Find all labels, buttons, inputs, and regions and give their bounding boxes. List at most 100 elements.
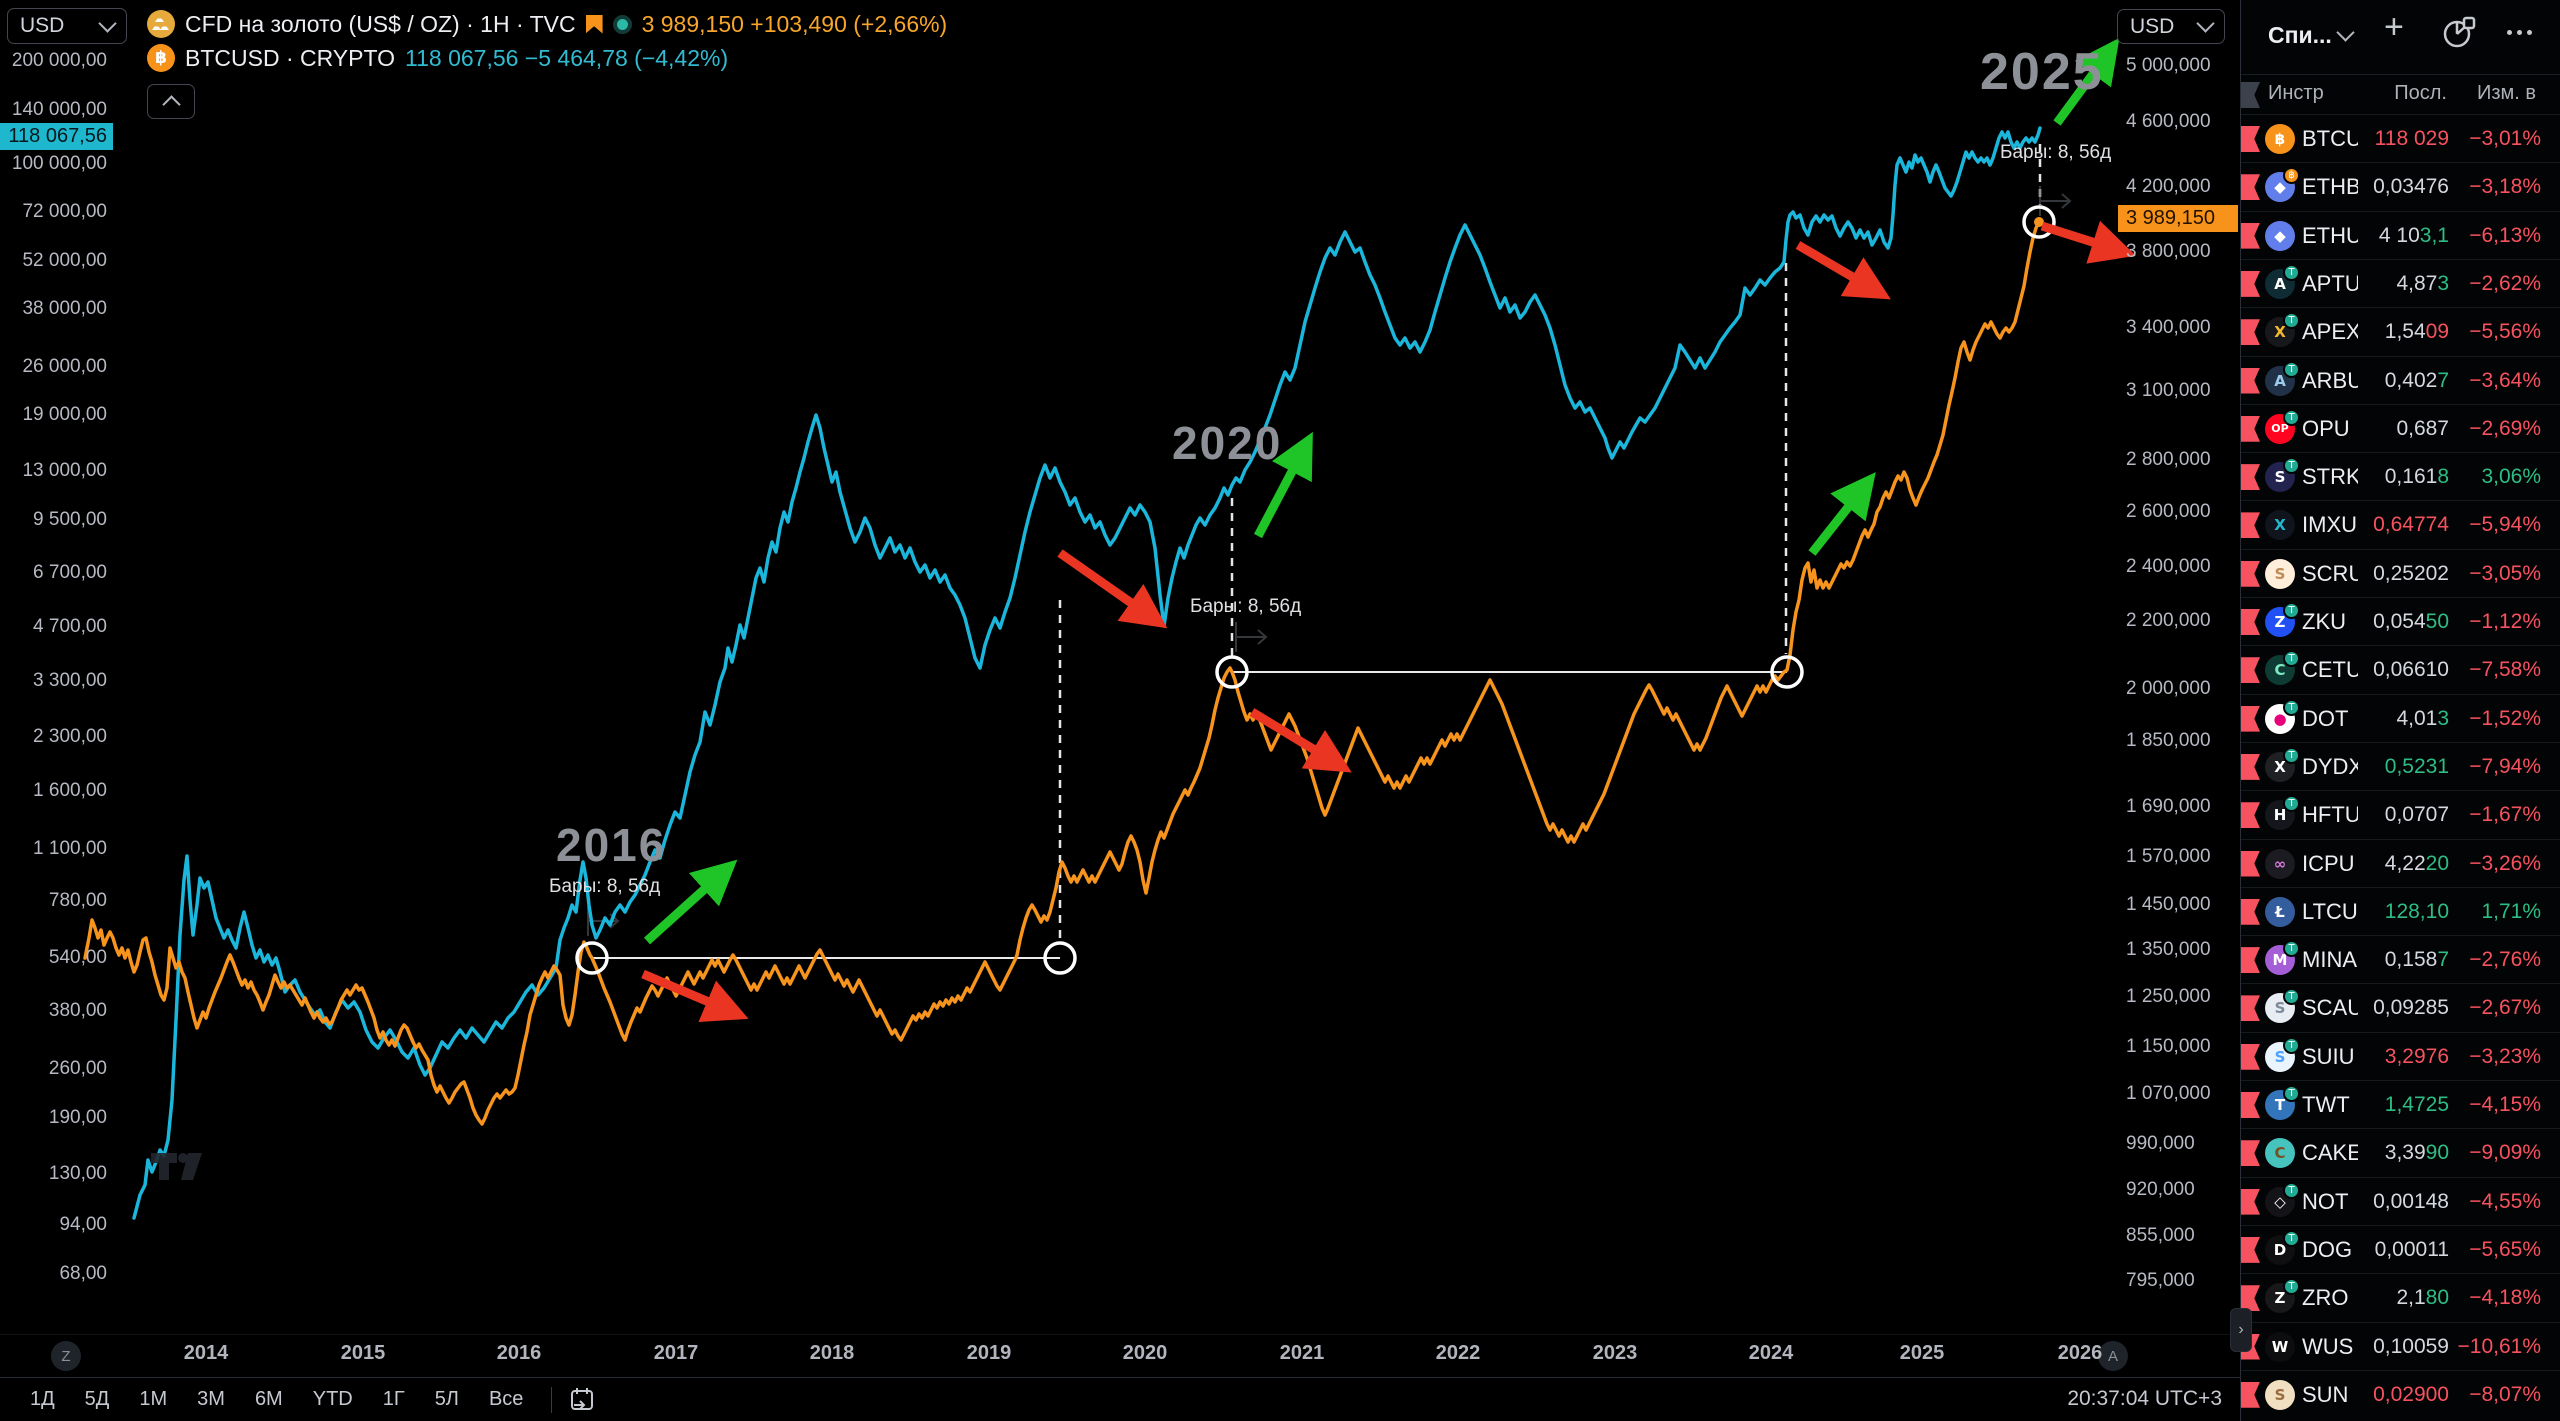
- symbol-name[interactable]: ETHB: [2302, 174, 2358, 200]
- price-axis-gold[interactable]: 5 000,000 4 600,000 4 200,000 3 989,150 3 80…: [2118, 0, 2238, 1334]
- watchlist-row[interactable]: ∞ ICPU 4,2220 −3,26%: [2241, 838, 2560, 888]
- symbol-name[interactable]: IMXU: [2302, 512, 2357, 538]
- watchlist-row[interactable]: D T DOG 0,00011 −5,65%: [2241, 1224, 2560, 1274]
- alert-flag-icon[interactable]: [2241, 415, 2260, 442]
- flag-column-icon[interactable]: [2241, 82, 2260, 108]
- measure-circle-marker[interactable]: [1043, 941, 1077, 975]
- auto-scale-badge[interactable]: A: [2098, 1341, 2128, 1371]
- symbol-name[interactable]: SUIU: [2302, 1043, 2355, 1069]
- alert-flag-icon[interactable]: [2241, 1236, 2260, 1263]
- measure-circle-marker[interactable]: [2022, 205, 2056, 239]
- alert-flag-icon[interactable]: [2241, 898, 2260, 925]
- watchlist-row[interactable]: W WUS 0,10059 −10,61%: [2241, 1321, 2560, 1371]
- alert-flag-icon[interactable]: [2241, 174, 2260, 201]
- symbol-name[interactable]: DOT: [2302, 705, 2349, 731]
- alert-flag-icon[interactable]: [2241, 464, 2260, 491]
- measure-circle-marker[interactable]: [1770, 655, 1804, 689]
- alert-flag-icon[interactable]: [2241, 657, 2260, 684]
- series-btcusd[interactable]: [132, 126, 2042, 1220]
- watchlist-row[interactable]: ◆ ETHU 4 103,1 −6,13%: [2241, 210, 2560, 260]
- watchlist-row[interactable]: X T APEX 1,5409 −5,56%: [2241, 307, 2560, 356]
- symbol-name[interactable]: OPU: [2302, 415, 2350, 441]
- symbol1-title[interactable]: CFD на золото (US$ / OZ) · 1H · TVC: [185, 10, 576, 37]
- watchlist-row[interactable]: Ł LTCU 128,10 1,71%: [2241, 886, 2560, 936]
- price-axis-btc[interactable]: 200 000,00 140 000,00 118 067,56 100 000,00…: [0, 0, 113, 1334]
- range-button-1д[interactable]: 1Д: [30, 1388, 55, 1410]
- panel-collapse-handle[interactable]: ›: [2230, 1308, 2252, 1352]
- watchlist-row[interactable]: ฿ BTCU 118 029 −3,01%: [2241, 114, 2560, 163]
- range-button-ytd[interactable]: YTD: [312, 1388, 353, 1410]
- range-button-6м[interactable]: 6М: [254, 1388, 283, 1410]
- watchlist-row[interactable]: S T STRK 0,1618 3,06%: [2241, 452, 2560, 501]
- alert-flag-icon[interactable]: [2241, 850, 2260, 877]
- watchlist-row[interactable]: C T CETU 0,06610 −7,58%: [2241, 645, 2560, 694]
- flag-icon[interactable]: [585, 14, 603, 34]
- watchlist-row[interactable]: Z T ZKU 0,05450 −1,12%: [2241, 597, 2560, 646]
- symbol-name[interactable]: DYDX: [2302, 753, 2358, 779]
- alert-flag-icon[interactable]: [2241, 270, 2260, 297]
- watchlist-row[interactable]: A T APTU 4,873 −2,62%: [2241, 258, 2560, 308]
- measure-circle-marker[interactable]: [575, 941, 609, 975]
- range-button-1м[interactable]: 1М: [139, 1388, 168, 1410]
- red-down-arrow[interactable]: [2040, 220, 2137, 264]
- watchlist-row[interactable]: X T DYDX 0,5231 −7,94%: [2241, 741, 2560, 791]
- clock[interactable]: 20:37:04 UTC+3: [2067, 1387, 2222, 1410]
- symbol-name[interactable]: ZRO: [2302, 1285, 2349, 1311]
- symbol-name[interactable]: STRK: [2302, 464, 2358, 490]
- alert-flag-icon[interactable]: [2241, 512, 2260, 539]
- symbol-name[interactable]: CAKE: [2302, 1140, 2358, 1166]
- symbol-name[interactable]: APTU: [2302, 270, 2358, 296]
- watchlist-row[interactable]: S T SCAU 0,09285 −2,67%: [2241, 983, 2560, 1032]
- red-down-arrow[interactable]: [641, 969, 749, 1023]
- alert-flag-icon[interactable]: [2241, 1381, 2260, 1408]
- series-goldcfd[interactable]: [83, 220, 2041, 1126]
- alert-flag-icon[interactable]: [2241, 947, 2260, 974]
- alert-flag-icon[interactable]: [2241, 126, 2260, 152]
- watchlist-row[interactable]: T T TWT 1,4725 −4,15%: [2241, 1080, 2560, 1129]
- symbol-name[interactable]: MINA: [2302, 947, 2357, 973]
- alert-flag-icon[interactable]: [2241, 753, 2260, 780]
- red-down-arrow[interactable]: [1057, 549, 1168, 629]
- alert-flag-icon[interactable]: [2241, 1285, 2260, 1312]
- add-symbol-button[interactable]: +: [2384, 8, 2404, 46]
- alert-flag-icon[interactable]: [2241, 367, 2260, 394]
- watchlist-row[interactable]: OP T OPU 0,687 −2,69%: [2241, 403, 2560, 453]
- col-change[interactable]: Изм. в: [2477, 82, 2537, 104]
- symbol2-title[interactable]: BTCUSD · CRYPTO: [185, 44, 396, 71]
- range-button-все[interactable]: Все: [488, 1388, 524, 1410]
- symbol-name[interactable]: ETHU: [2302, 222, 2358, 248]
- watchlist-row[interactable]: Z T ZRO 2,180 −4,18%: [2241, 1273, 2560, 1322]
- col-last[interactable]: Посл.: [2394, 82, 2447, 104]
- symbol-name[interactable]: DOG: [2302, 1236, 2353, 1262]
- symbol-name[interactable]: LTCU: [2302, 898, 2358, 924]
- currency-select-right[interactable]: USD: [2117, 9, 2225, 44]
- symbol-name[interactable]: APEX: [2302, 319, 2358, 345]
- alert-flag-icon[interactable]: [2241, 222, 2260, 249]
- alert-flag-icon[interactable]: [2241, 995, 2260, 1022]
- symbol-name[interactable]: ZKU: [2302, 609, 2346, 634]
- alert-flag-icon[interactable]: [2241, 560, 2260, 587]
- alert-flag-icon[interactable]: [2241, 1092, 2260, 1118]
- range-button-3м[interactable]: 3М: [197, 1388, 225, 1410]
- col-instrument[interactable]: Инстр: [2268, 82, 2324, 104]
- watchlist-row[interactable]: S SUN 0,02900 −8,07%: [2241, 1369, 2560, 1419]
- symbol-name[interactable]: SUN: [2302, 1381, 2349, 1407]
- alert-flag-icon[interactable]: [2241, 1140, 2260, 1167]
- watchlist-row[interactable]: M T MINA 0,1587 −2,76%: [2241, 935, 2560, 984]
- range-button-5д[interactable]: 5Д: [84, 1388, 110, 1410]
- symbol-name[interactable]: NOT: [2302, 1188, 2349, 1214]
- watchlist-row[interactable]: A T ARBU 0,4027 −3,64%: [2241, 355, 2560, 405]
- price-chart[interactable]: [0, 0, 2240, 1421]
- alert-flag-icon[interactable]: [2241, 705, 2260, 732]
- symbol-name[interactable]: ICPU: [2302, 850, 2355, 876]
- currency-select-left[interactable]: USD: [7, 8, 127, 44]
- range-button-5л[interactable]: 5Л: [434, 1388, 459, 1410]
- watchlist-row[interactable]: X IMXU 0,64774 −5,94%: [2241, 500, 2560, 549]
- watchlist-row[interactable]: S T SUIU 3,2976 −3,23%: [2241, 1031, 2560, 1081]
- watchlist-row[interactable]: ◇ T NOT 0,00148 −4,55%: [2241, 1176, 2560, 1226]
- time-axis[interactable]: Z A 2014 2015 2016 2017 2018 2019 2020 2021 2022…: [0, 1334, 2240, 1378]
- alert-flag-icon[interactable]: [2241, 319, 2260, 346]
- range-button-1г[interactable]: 1Г: [382, 1388, 405, 1410]
- symbol-name[interactable]: SCRU: [2302, 560, 2358, 586]
- green-up-arrow[interactable]: [1808, 472, 1876, 556]
